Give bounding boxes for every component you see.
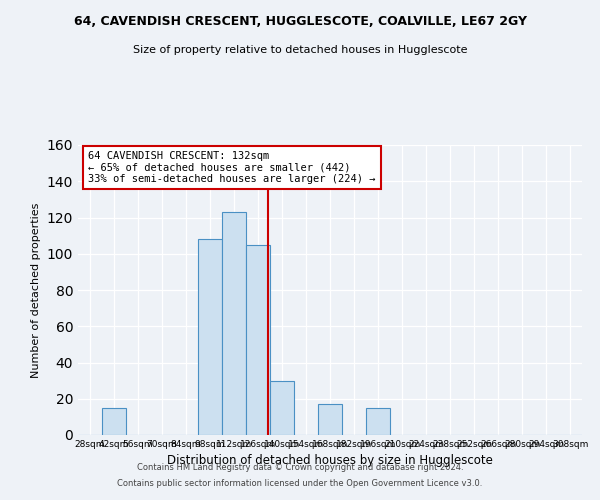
Text: Size of property relative to detached houses in Hugglescote: Size of property relative to detached ho… bbox=[133, 45, 467, 55]
Text: Contains public sector information licensed under the Open Government Licence v3: Contains public sector information licen… bbox=[118, 478, 482, 488]
Y-axis label: Number of detached properties: Number of detached properties bbox=[31, 202, 41, 378]
Text: 64 CAVENDISH CRESCENT: 132sqm
← 65% of detached houses are smaller (442)
33% of : 64 CAVENDISH CRESCENT: 132sqm ← 65% of d… bbox=[88, 151, 376, 184]
Text: 64, CAVENDISH CRESCENT, HUGGLESCOTE, COALVILLE, LE67 2GY: 64, CAVENDISH CRESCENT, HUGGLESCOTE, COA… bbox=[74, 15, 527, 28]
Bar bbox=[366, 408, 390, 435]
Bar bbox=[102, 408, 126, 435]
X-axis label: Distribution of detached houses by size in Hugglescote: Distribution of detached houses by size … bbox=[167, 454, 493, 468]
Bar bbox=[318, 404, 342, 435]
Text: Contains HM Land Registry data © Crown copyright and database right 2024.: Contains HM Land Registry data © Crown c… bbox=[137, 464, 463, 472]
Bar bbox=[222, 212, 246, 435]
Bar bbox=[270, 380, 294, 435]
Bar bbox=[198, 240, 222, 435]
Bar bbox=[246, 244, 270, 435]
